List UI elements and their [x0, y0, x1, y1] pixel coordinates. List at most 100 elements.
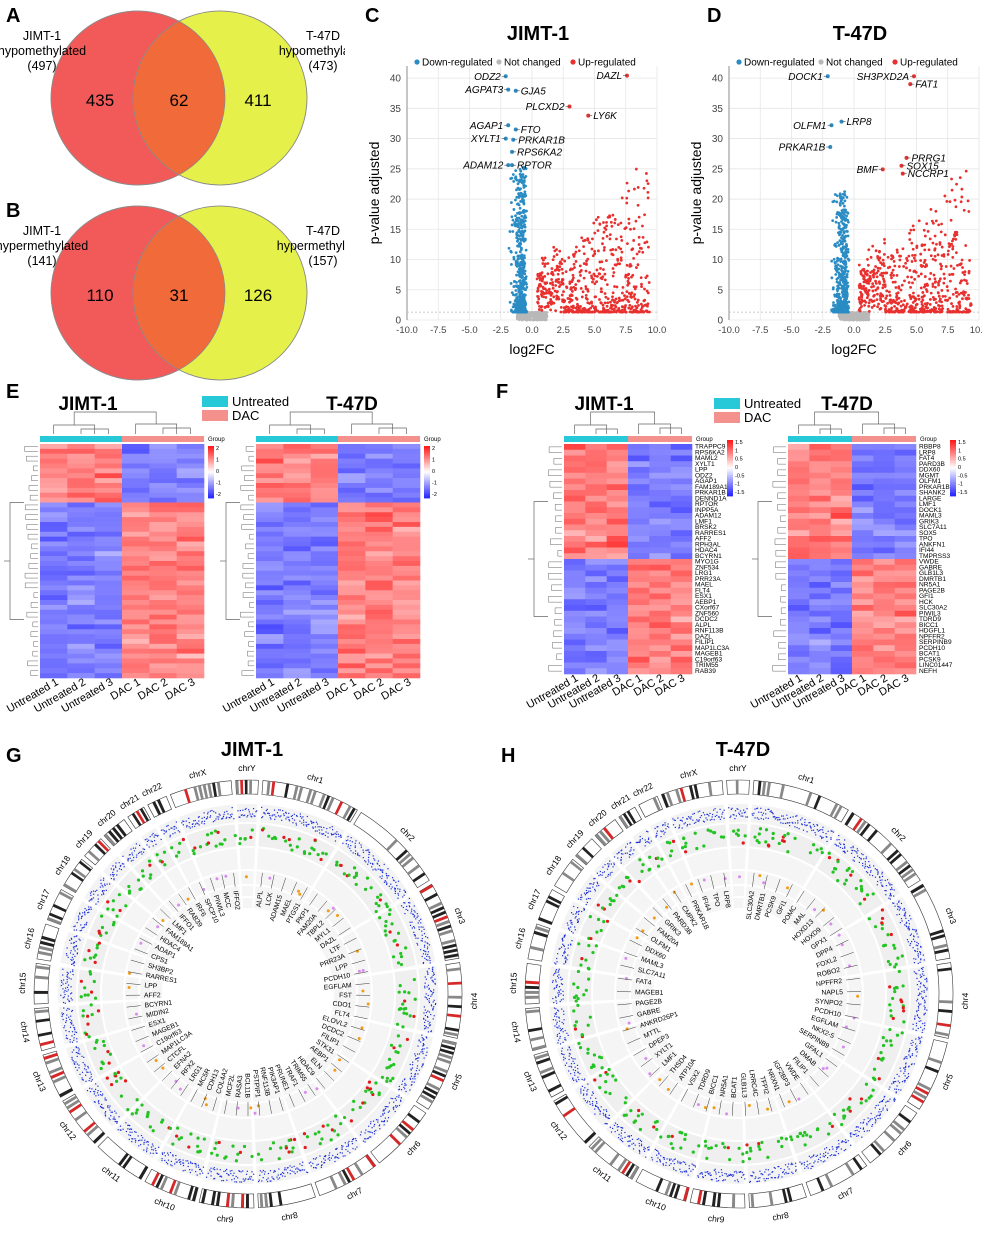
volcano-c-x-tick: -5.0: [461, 325, 477, 336]
heat-f1-cell: [585, 524, 607, 531]
heat-e1-cell: [149, 570, 177, 576]
heat-f1-scale-step: [727, 477, 733, 480]
heat-f1-cell: [606, 576, 629, 583]
heat-e1-scale-step: [208, 477, 214, 479]
point-not-changed: [858, 318, 862, 322]
point-up-regulated: [877, 302, 880, 306]
point-up-regulated: [968, 259, 971, 262]
heat-e2-cell: [256, 614, 284, 620]
circos-g-density-point: [423, 946, 426, 948]
heat-f2-scale-step: [950, 458, 956, 460]
heat-e1-cell: [67, 502, 95, 508]
heat-f1-cell: [564, 449, 586, 456]
heat-e2-scale-label: -1: [432, 481, 437, 487]
heat-f1-cell: [628, 610, 650, 617]
heat-f1-cell: [649, 668, 671, 675]
circos-g-expression-point: [352, 866, 357, 870]
point-up-regulated: [613, 221, 617, 225]
point-up-regulated: [907, 254, 911, 258]
circos-g-density-point: [368, 861, 370, 863]
circos-g-density-point: [429, 962, 431, 964]
heat-e1-cell: [149, 526, 177, 533]
heat-e2-scale-step: [424, 457, 430, 460]
point-up-regulated: [612, 271, 616, 274]
point-down-regulated: [522, 216, 526, 220]
circos-g-chart: JIMT-1chr1chr2chr3chr4chr5chr6chr7chr8ch…: [17, 739, 479, 1225]
heat-f2-row-label: DMRTB1: [919, 576, 946, 583]
point-up-regulated: [613, 304, 617, 307]
point-up-regulated: [617, 296, 621, 300]
circos-g-density-point: [355, 840, 357, 842]
point-down-regulated: [831, 304, 835, 307]
point-up-regulated: [948, 243, 952, 247]
heat-f2-cell: [873, 524, 895, 531]
point-up-regulated: [937, 307, 941, 311]
heat-f1-row-label: FILIP1: [695, 639, 715, 646]
circos-g-density-point: [342, 842, 344, 844]
point-up-regulated: [580, 310, 583, 314]
volcano-c-gene-label: PLCXD2: [526, 102, 565, 113]
heat-e2-cell: [365, 458, 393, 464]
heat-e1-cell: [122, 629, 150, 635]
point-up-regulated: [544, 291, 548, 295]
point-down-regulated: [839, 227, 843, 231]
heat-e1-cell: [94, 522, 123, 528]
point-up-regulated: [567, 256, 571, 260]
heat-f1-cell: [606, 651, 629, 658]
heat-e2-cell: [392, 541, 421, 547]
circos-g-expression-point: [379, 893, 383, 897]
point-down-regulated: [518, 304, 521, 307]
point-up-regulated: [563, 259, 567, 263]
heat-e2-cell: [338, 556, 366, 562]
heat-e2-cell: [365, 502, 393, 508]
circos-g-density-point: [331, 826, 333, 828]
point-down-regulated: [844, 248, 848, 252]
point-up-regulated: [539, 277, 543, 281]
circos-g-density-point: [397, 897, 399, 899]
heat-e2-cell: [392, 624, 421, 630]
heat-e1-cell: [40, 492, 68, 498]
point-up-regulated: [614, 248, 618, 252]
point-up-regulated: [637, 235, 641, 239]
heat-e2-cell: [283, 507, 311, 513]
point-up-regulated: [901, 303, 905, 307]
heat-f2-row-label: FAT4: [919, 455, 935, 462]
heat-e2-cell: [392, 458, 421, 464]
heat-f-legend-dac-swatch: [714, 412, 740, 423]
heat-f1-cell: [606, 628, 629, 635]
circos-g-density-point: [303, 821, 305, 823]
heat-e2-cell: [365, 468, 393, 474]
heat-e1-cell: [122, 663, 150, 669]
venn-b-right-label-line: hypermethylated: [277, 239, 345, 253]
heat-e2-cell: [365, 487, 393, 494]
heat-f1-cell: [649, 478, 671, 485]
heat-f2-row-label: OLFM1: [919, 478, 941, 485]
heat-f2-cell: [809, 570, 831, 577]
point-up-regulated: [601, 303, 605, 307]
heat-e2-scale-step: [424, 462, 430, 465]
heat-e2-cell: [392, 653, 421, 659]
point-up-regulated: [885, 294, 889, 298]
point-not-changed: [539, 312, 543, 315]
circos-g-density-point: [426, 955, 428, 957]
heat-f2-cell: [809, 605, 831, 612]
circos-g-density-point: [288, 812, 290, 814]
circos-g-density-point: [365, 849, 367, 852]
point-up-regulated: [571, 290, 574, 293]
circos-g-density-point: [310, 820, 312, 822]
point-up-regulated: [924, 263, 928, 266]
point-up-regulated: [875, 271, 879, 275]
point-up-regulated: [908, 238, 912, 241]
point-up-regulated: [934, 297, 937, 301]
point-up-regulated: [625, 295, 629, 299]
point-up-regulated: [961, 297, 964, 301]
point-up-regulated: [635, 266, 638, 269]
heat-f2-dendro-row: [780, 607, 786, 614]
heat-e1-scale-step: [208, 482, 214, 485]
point-up-regulated: [878, 307, 882, 311]
heat-f1-cell: [649, 651, 671, 658]
heat-f2-cell: [894, 633, 917, 640]
heat-e2-cell: [256, 580, 284, 586]
heat-f2-group-bar-untreated: [788, 436, 852, 442]
circos-g-density-point: [364, 860, 366, 862]
